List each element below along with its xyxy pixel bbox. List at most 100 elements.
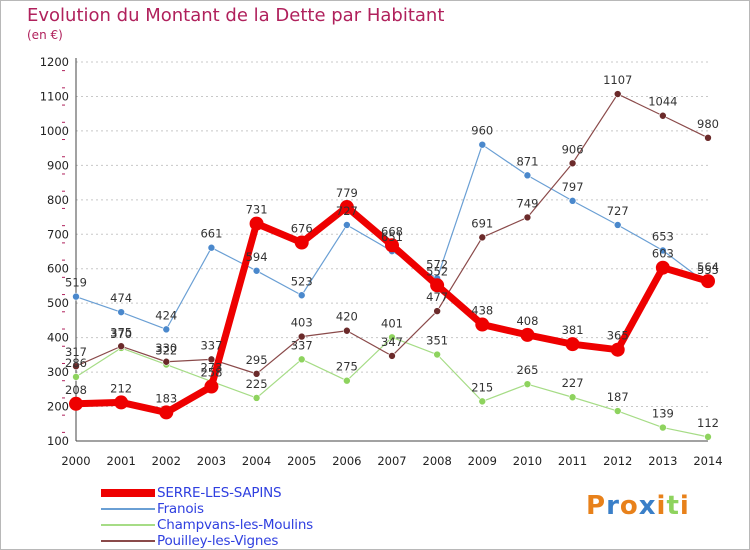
data-point (297, 332, 306, 341)
data-label: 365 (607, 329, 629, 343)
x-tick-label: 2014 (693, 454, 722, 468)
data-label: 727 (336, 204, 358, 218)
data-label: 749 (516, 196, 538, 210)
data-label: 351 (426, 334, 448, 348)
data-label: 420 (336, 310, 358, 324)
y-tick-label: 300 (47, 365, 69, 379)
legend-swatch (101, 540, 155, 542)
data-label: 183 (155, 391, 177, 405)
data-point (523, 213, 532, 222)
data-point (252, 266, 261, 275)
x-tick-label: 2010 (513, 454, 542, 468)
data-label: 438 (471, 304, 493, 318)
data-label: 225 (246, 377, 268, 391)
data-label: 523 (291, 274, 313, 288)
data-label: 651 (381, 230, 403, 244)
data-label: 797 (562, 180, 584, 194)
data-point (72, 373, 80, 381)
data-label: 208 (65, 383, 87, 397)
data-point (339, 200, 354, 215)
data-point (388, 352, 396, 360)
legend-label: Franois (157, 501, 204, 517)
data-point (568, 197, 577, 205)
x-tick-label: 2007 (377, 454, 406, 468)
x-tick-label: 2005 (287, 454, 316, 468)
y-tick-label: 100 (47, 434, 69, 448)
legend-item-serre-les-sapins: SERRE-LES-SAPINS (101, 485, 313, 501)
data-label: 477 (426, 290, 448, 304)
x-tick-label: 2011 (558, 454, 587, 468)
data-label: 275 (336, 360, 358, 374)
data-label: 727 (607, 204, 629, 218)
x-tick-label: 2013 (648, 454, 677, 468)
data-label: 403 (291, 316, 313, 330)
data-point (430, 278, 445, 293)
data-point (610, 342, 625, 357)
x-tick-label: 2003 (197, 454, 226, 468)
y-tick-label: 900 (47, 158, 69, 172)
data-label: 139 (652, 407, 674, 421)
data-label: 676 (291, 222, 313, 236)
data-point (659, 111, 667, 120)
data-label: 286 (65, 356, 87, 370)
data-label: 960 (471, 124, 493, 138)
data-label: 906 (562, 142, 584, 156)
x-tick-label: 2009 (468, 454, 497, 468)
x-tick-label: 2002 (152, 454, 181, 468)
chart-title: Evolution du Montant de la Dette par Hab… (27, 5, 445, 26)
data-label: 552 (426, 264, 448, 278)
x-tick-label: 2000 (61, 454, 90, 468)
data-point (523, 171, 532, 180)
x-tick-label: 2012 (603, 454, 632, 468)
data-label: 424 (155, 308, 177, 322)
data-point (162, 325, 171, 334)
data-label: 555 (697, 263, 719, 277)
data-point (704, 134, 712, 142)
data-point (252, 394, 261, 402)
data-label: 564 (697, 260, 719, 274)
data-label: 1107 (603, 73, 632, 87)
data-point (478, 233, 487, 242)
legend-item-pouilley-les-vignes: Pouilley-les-Vignes (101, 533, 313, 549)
data-label: 779 (336, 186, 358, 200)
data-point (568, 393, 577, 402)
proxiti-logo: Proxiti (586, 491, 690, 521)
y-tick-label: 400 (47, 331, 69, 345)
y-tick-label: 700 (47, 227, 69, 241)
y-tick-label: 500 (47, 296, 69, 310)
data-point (568, 159, 577, 168)
y-tick-label: 800 (47, 193, 69, 207)
data-point (704, 433, 712, 441)
data-point (72, 292, 80, 301)
data-label: 212 (110, 381, 132, 395)
data-point (204, 379, 219, 394)
data-point (613, 90, 622, 98)
data-point (613, 407, 622, 415)
data-label: 401 (381, 316, 403, 330)
data-label: 227 (562, 376, 584, 390)
data-point (162, 357, 171, 366)
data-point (207, 243, 216, 252)
data-point (72, 362, 80, 371)
legend-label: Champvans-les-Moulins (157, 517, 314, 533)
x-tick-label: 2004 (242, 454, 271, 468)
data-point (520, 327, 535, 342)
data-label: 381 (562, 323, 584, 337)
data-point (433, 350, 441, 359)
data-point (117, 342, 125, 351)
data-label: 317 (65, 345, 87, 359)
data-label: 375 (110, 325, 132, 339)
legend-swatch (101, 508, 155, 510)
data-point (659, 246, 667, 255)
data-label: 337 (200, 338, 222, 352)
data-point (523, 380, 532, 388)
data-point (252, 370, 261, 378)
data-point (475, 317, 490, 332)
chart-legend: SERRE-LES-SAPINS Franois Champvans-les-M… (101, 485, 313, 549)
data-label: 273 (200, 360, 222, 374)
data-point (343, 326, 351, 335)
data-point (343, 221, 351, 229)
legend-swatch (101, 524, 155, 526)
data-point (478, 397, 487, 406)
